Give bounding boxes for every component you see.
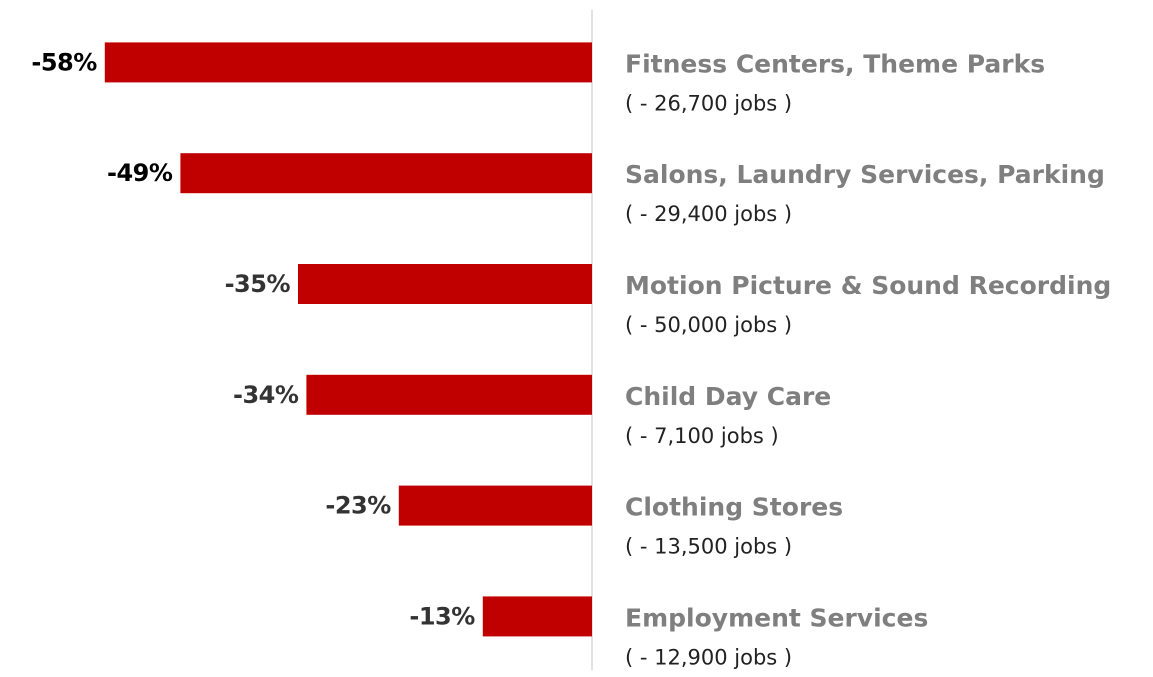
category-label: Child Day Care <box>625 382 831 411</box>
category-sublabel: ( - 7,100 jobs ) <box>625 424 779 448</box>
category-sublabel: ( - 13,500 jobs ) <box>625 535 792 559</box>
category-label: Clothing Stores <box>625 493 843 522</box>
value-label: -49% <box>107 159 173 187</box>
value-label: -13% <box>409 602 475 630</box>
bar <box>398 485 592 526</box>
bar <box>180 153 592 194</box>
bar <box>104 42 593 83</box>
category-sublabel: ( - 29,400 jobs ) <box>625 202 792 226</box>
value-label: -34% <box>233 381 299 409</box>
value-label: -58% <box>31 48 97 76</box>
category-label: Salons, Laundry Services, Parking <box>625 160 1105 189</box>
bar <box>482 596 592 637</box>
category-sublabel: ( - 12,900 jobs ) <box>625 645 792 669</box>
value-label: -35% <box>225 270 291 298</box>
category-sublabel: ( - 50,000 jobs ) <box>625 313 792 337</box>
category-sublabel: ( - 26,700 jobs ) <box>625 91 792 115</box>
bar <box>306 374 592 415</box>
bar <box>298 264 592 304</box>
category-label: Employment Services <box>625 603 928 632</box>
value-label: -23% <box>325 492 391 520</box>
category-label: Fitness Centers, Theme Parks <box>625 49 1045 78</box>
category-label: Motion Picture & Sound Recording <box>625 271 1111 300</box>
